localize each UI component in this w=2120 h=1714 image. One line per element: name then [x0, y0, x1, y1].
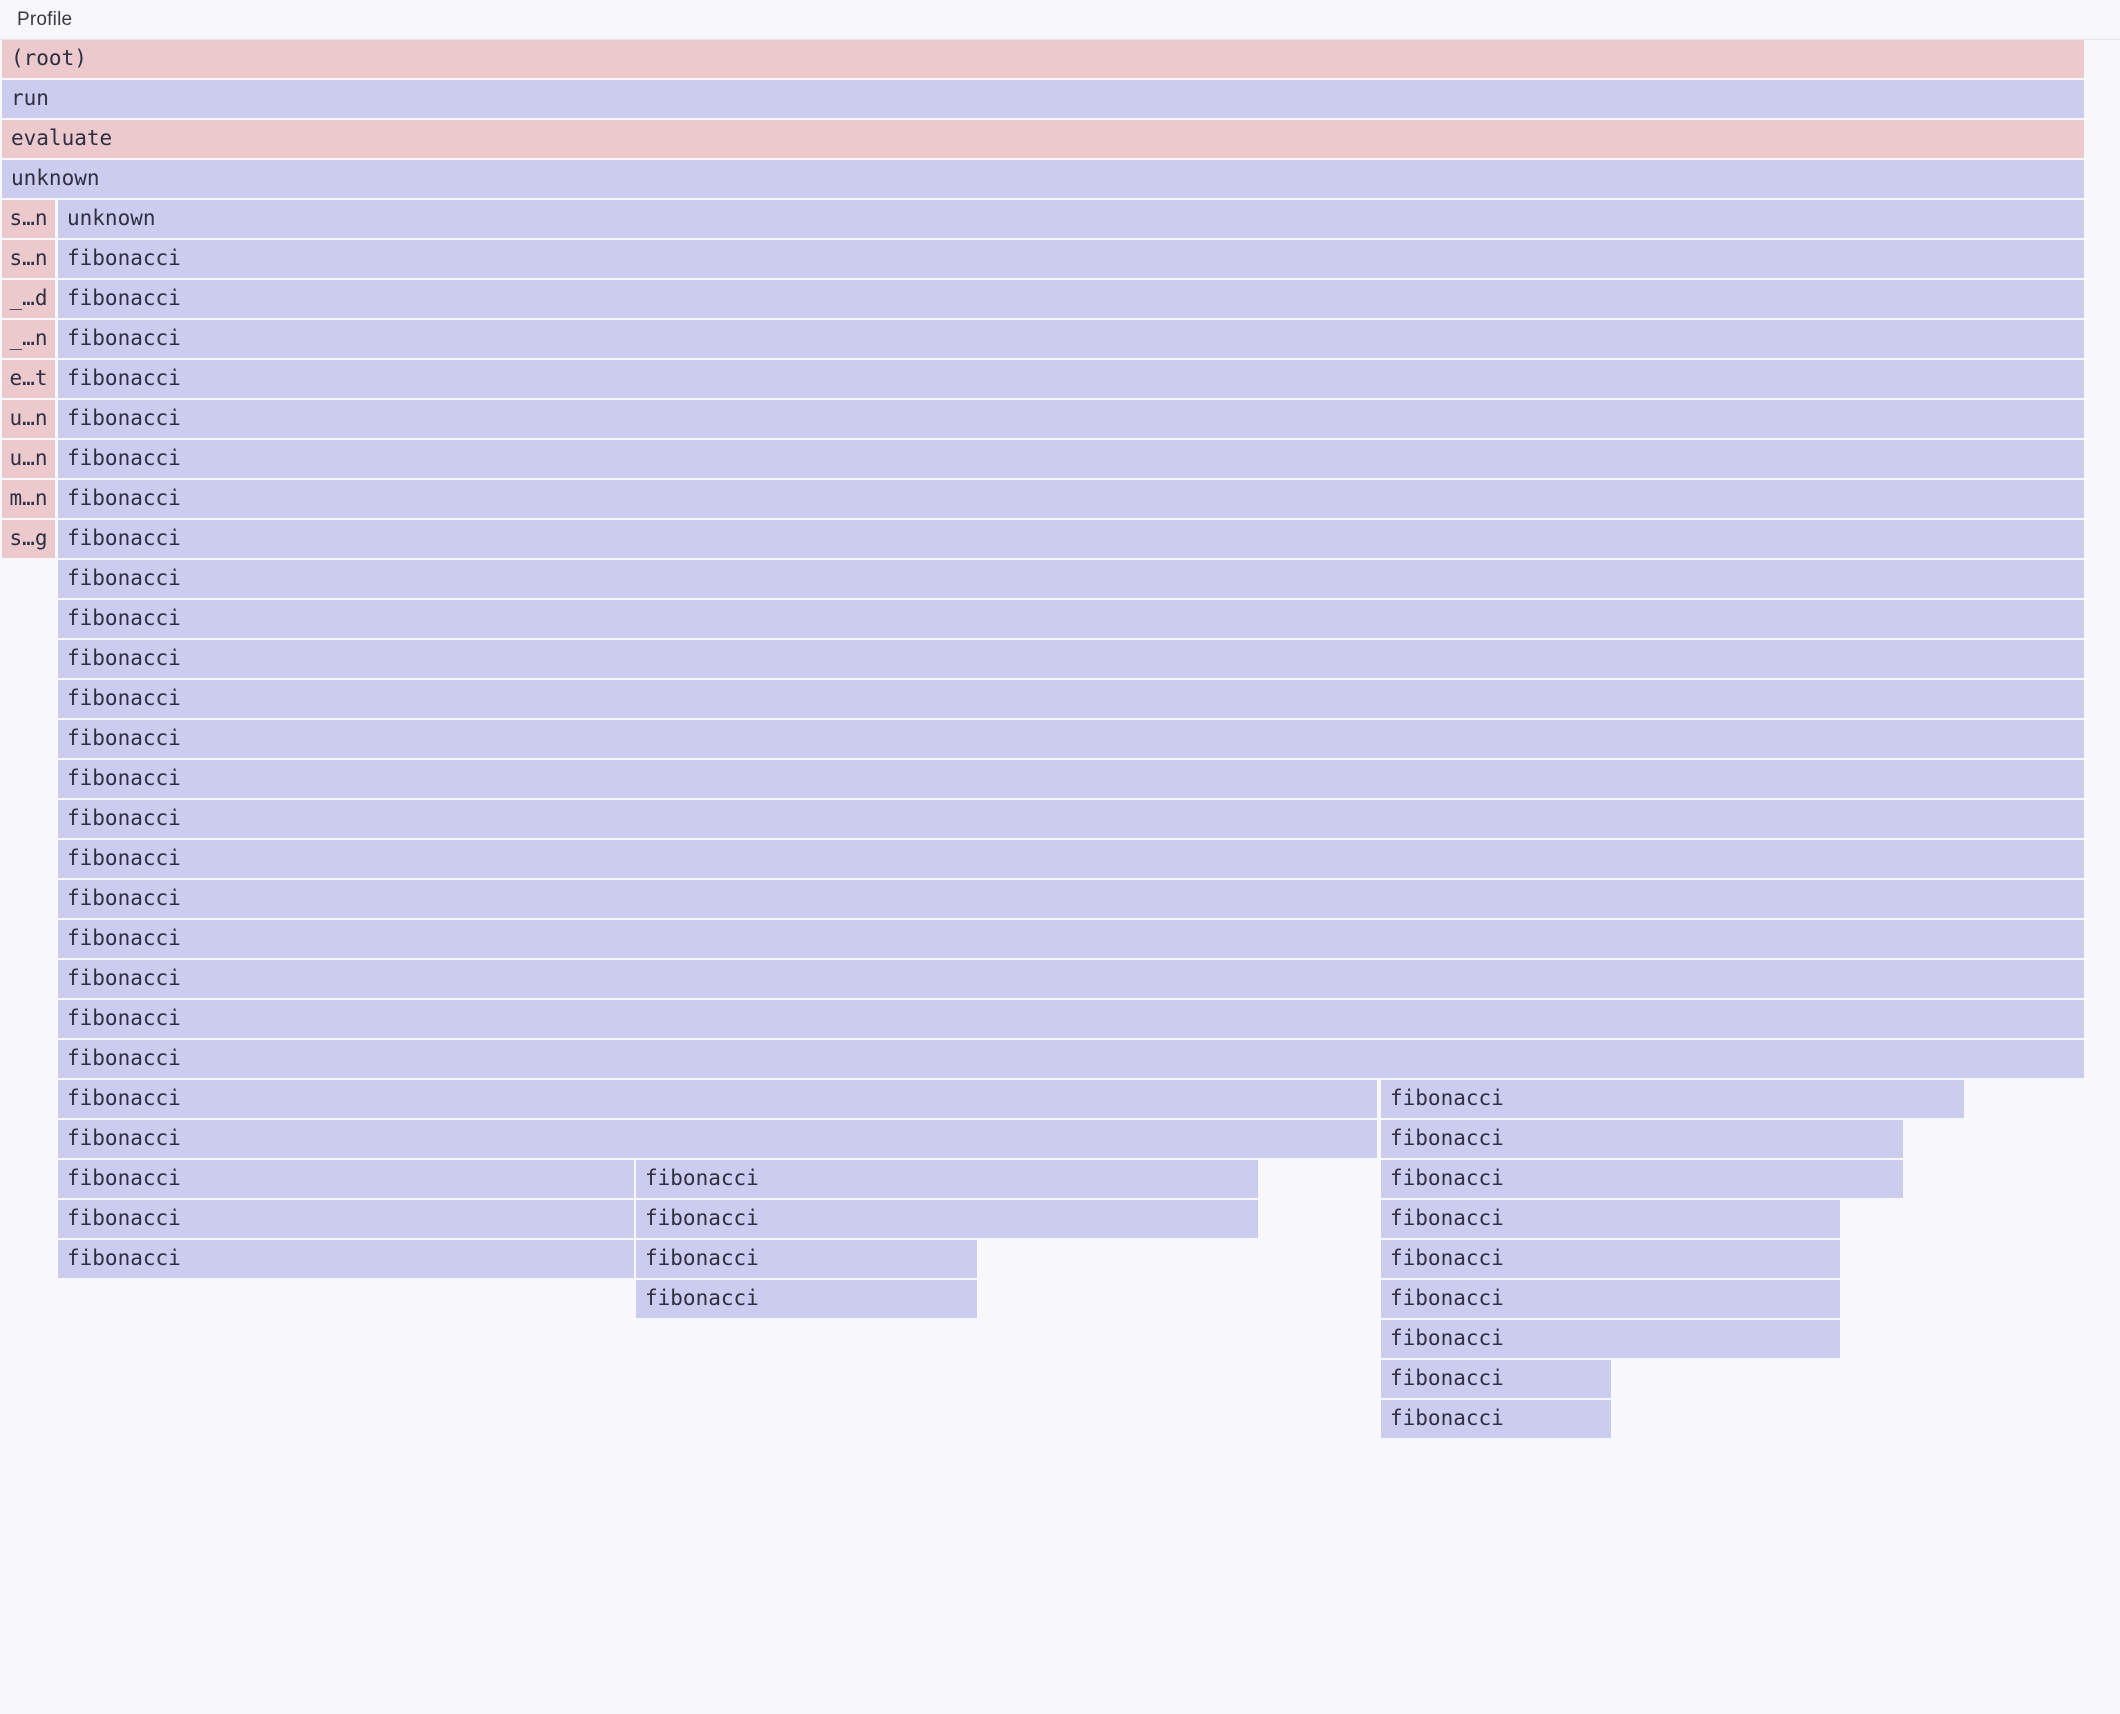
flame-bar[interactable]: fibonacci — [58, 880, 2084, 918]
flame-bar-truncated[interactable]: s…n — [2, 240, 55, 278]
flame-bar-truncated[interactable]: m…n — [2, 480, 55, 518]
flame-bar[interactable]: fibonacci — [1381, 1080, 1964, 1118]
flame-bar[interactable]: fibonacci — [1381, 1320, 1840, 1358]
flame-bar[interactable]: fibonacci — [58, 560, 2084, 598]
flame-bar[interactable]: fibonacci — [1381, 1280, 1840, 1318]
flame-bar[interactable]: fibonacci — [1381, 1240, 1840, 1278]
flame-bar[interactable]: fibonacci — [1381, 1160, 1903, 1198]
flame-bar[interactable]: fibonacci — [58, 360, 2084, 398]
flame-bar[interactable]: fibonacci — [58, 1160, 634, 1198]
flame-bar[interactable]: fibonacci — [58, 520, 2084, 558]
flame-bar[interactable]: fibonacci — [636, 1160, 1258, 1198]
flame-bar-truncated[interactable]: _…n — [2, 320, 55, 358]
flame-bar[interactable]: fibonacci — [58, 920, 2084, 958]
flame-bar[interactable]: fibonacci — [636, 1200, 1258, 1238]
flame-bar[interactable]: fibonacci — [58, 1080, 1377, 1118]
flame-bar[interactable]: fibonacci — [58, 600, 2084, 638]
flame-bar[interactable]: fibonacci — [58, 240, 2084, 278]
flame-bar[interactable]: unknown — [2, 160, 2084, 198]
flame-bar[interactable]: evaluate — [2, 120, 2084, 158]
flame-bar-truncated[interactable]: e…t — [2, 360, 55, 398]
flame-bar[interactable]: fibonacci — [58, 400, 2084, 438]
flame-bar[interactable]: fibonacci — [58, 1040, 2084, 1078]
flame-bar[interactable]: fibonacci — [636, 1280, 977, 1318]
flame-bar[interactable]: unknown — [58, 200, 2084, 238]
flame-bar[interactable]: fibonacci — [58, 720, 2084, 758]
flame-bar[interactable]: fibonacci — [58, 320, 2084, 358]
flame-bar[interactable]: fibonacci — [58, 1120, 1377, 1158]
flame-bar[interactable]: fibonacci — [1381, 1200, 1840, 1238]
flame-bar[interactable]: fibonacci — [58, 800, 2084, 838]
flame-bar-truncated[interactable]: s…g — [2, 520, 55, 558]
flame-bar[interactable]: fibonacci — [58, 760, 2084, 798]
flame-bar[interactable]: fibonacci — [1381, 1120, 1903, 1158]
flame-bar[interactable]: fibonacci — [58, 1000, 2084, 1038]
flame-bar[interactable]: fibonacci — [58, 680, 2084, 718]
page-title: Profile — [17, 8, 73, 30]
flame-bar[interactable]: fibonacci — [58, 440, 2084, 478]
flame-bar[interactable]: fibonacci — [58, 280, 2084, 318]
flame-bar[interactable]: fibonacci — [1381, 1400, 1611, 1438]
flame-bar[interactable]: fibonacci — [58, 960, 2084, 998]
flame-bar[interactable]: (root) — [2, 40, 2084, 78]
flame-bar[interactable]: fibonacci — [58, 640, 2084, 678]
flame-bar[interactable]: fibonacci — [58, 1200, 634, 1238]
flame-bar[interactable]: fibonacci — [636, 1240, 977, 1278]
profile-header: Profile — [0, 0, 2120, 40]
flame-bar[interactable]: fibonacci — [58, 840, 2084, 878]
flame-bar[interactable]: fibonacci — [58, 480, 2084, 518]
flame-bar-truncated[interactable]: s…n — [2, 200, 55, 238]
flame-bar-truncated[interactable]: u…n — [2, 440, 55, 478]
flame-bar[interactable]: run — [2, 80, 2084, 118]
flame-bar-truncated[interactable]: _…d — [2, 280, 55, 318]
flame-bar[interactable]: fibonacci — [1381, 1360, 1611, 1398]
flame-bar[interactable]: fibonacci — [58, 1240, 634, 1278]
flame-bar-truncated[interactable]: u…n — [2, 400, 55, 438]
